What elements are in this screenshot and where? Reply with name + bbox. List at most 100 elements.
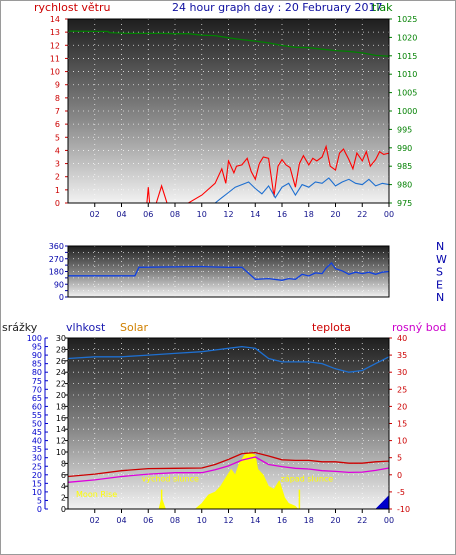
x-tick-label: 08 (170, 516, 180, 525)
y-tick-label: -5 (397, 488, 405, 497)
humidity-series (67, 345, 390, 373)
x-tick-label: 02 (90, 210, 100, 219)
y-tick-label: 5 (397, 454, 402, 463)
y-tick-label: 90 (54, 280, 64, 289)
humidity-axis-title: vlhkost (66, 321, 106, 334)
y-tick-label: 90 (32, 351, 42, 360)
y-tick-label: 40 (397, 334, 407, 343)
y-tick-label: 3 (55, 160, 60, 169)
y-tick-label: 80 (32, 368, 42, 377)
y-tick-label: 30 (56, 334, 66, 343)
y-tick-label: 20 (397, 402, 407, 411)
y-tick-label: 25 (32, 462, 42, 471)
x-tick-label: 18 (304, 210, 314, 219)
y-tick-label: 55 (32, 411, 42, 420)
moonrise-annotation: Moon Rise (76, 490, 117, 499)
y-tick-label: 20 (56, 391, 66, 400)
x-tick-label: 20 (330, 210, 340, 219)
y-tick-label: 10 (50, 68, 60, 77)
y-tick-label: 6 (55, 120, 60, 129)
x-tick-label: 08 (170, 210, 180, 219)
solar-axis-title: Solar (120, 321, 149, 334)
y-tick-label: 0 (55, 199, 60, 208)
y-tick-label: 0 (397, 471, 402, 480)
direction-plot-border (67, 245, 390, 298)
y-tick-label: 995 (397, 125, 412, 134)
y-tick-label: 4 (55, 146, 60, 155)
y-tick-label: 13 (50, 28, 60, 37)
y-tick-label: 1015 (397, 52, 417, 61)
y-tick-label: 65 (32, 394, 42, 403)
y-tick-label: 25 (397, 385, 407, 394)
y-tick-label: 2 (61, 494, 66, 503)
y-tick-label: 1010 (397, 70, 417, 79)
x-tick-label: 22 (357, 516, 367, 525)
x-tick-label: 14 (250, 516, 260, 525)
y-tick-label: 7 (55, 107, 60, 116)
wind-speed-axis-title: rychlost větru (34, 1, 110, 14)
y-tick-label: 85 (32, 360, 42, 369)
y-tick-label: 990 (397, 144, 412, 153)
y-tick-label: 16 (56, 414, 66, 423)
y-tick-label: 14 (56, 425, 66, 434)
y-tick-label: 35 (397, 351, 407, 360)
compass-e-label: E (436, 278, 443, 291)
y-tick-label: 270 (49, 255, 64, 264)
y-tick-label: 360 (49, 242, 64, 251)
y-tick-label: 30 (397, 368, 407, 377)
y-tick-label: 14 (50, 15, 60, 24)
y-tick-label: 18 (56, 402, 66, 411)
sunrise-annotation: východ slunce (142, 475, 199, 484)
x-tick-label: 02 (90, 516, 100, 525)
y-tick-label: 95 (32, 343, 42, 352)
y-tick-label: 2 (55, 173, 60, 182)
y-tick-label: 8 (55, 94, 60, 103)
y-tick-label: 40 (32, 437, 42, 446)
x-tick-label: 16 (277, 516, 287, 525)
y-tick-label: 10 (32, 488, 42, 497)
x-tick-label: 10 (197, 210, 207, 219)
direction-series (68, 262, 390, 281)
x-tick-label: 12 (223, 210, 233, 219)
x-tick-label: 22 (357, 210, 367, 219)
x-tick-label: 00 (384, 210, 394, 219)
pressure-series (67, 30, 390, 57)
y-tick-label: 9 (55, 81, 60, 90)
rain-axis-title: srážky (2, 321, 38, 334)
y-tick-label: 20 (32, 471, 42, 480)
y-tick-label: 1025 (397, 15, 417, 24)
y-tick-label: 1020 (397, 33, 417, 42)
y-tick-label: 180 (49, 268, 64, 277)
compass-s-label: S (436, 266, 443, 279)
y-tick-label: 15 (397, 420, 407, 429)
x-tick-label: 20 (330, 516, 340, 525)
y-tick-label: 70 (32, 385, 42, 394)
x-tick-label: 16 (277, 210, 287, 219)
y-tick-label: 45 (32, 428, 42, 437)
y-tick-label: 60 (32, 402, 42, 411)
dewpoint-axis-title: rosný bod (392, 321, 446, 334)
y-tick-label: 0 (37, 505, 42, 514)
y-tick-label: 10 (397, 437, 407, 446)
y-tick-label: 26 (56, 357, 66, 366)
y-tick-label: 5 (37, 496, 42, 505)
x-tick-label: 10 (197, 516, 207, 525)
y-tick-label: 0 (61, 505, 66, 514)
y-tick-label: 50 (32, 420, 42, 429)
y-tick-label: 15 (32, 479, 42, 488)
x-tick-label: 00 (384, 516, 394, 525)
y-tick-label: 10 (56, 448, 66, 457)
solar-series (68, 452, 389, 510)
wind_avg-series (68, 177, 390, 204)
y-tick-label: -10 (397, 505, 410, 514)
y-tick-label: 1000 (397, 107, 417, 116)
y-tick-label: 11 (50, 54, 60, 63)
y-tick-label: 35 (32, 445, 42, 454)
y-tick-label: 6 (61, 471, 66, 480)
compass-n-label: N (436, 291, 444, 304)
dewpoint-series (67, 456, 390, 483)
x-tick-label: 04 (116, 516, 126, 525)
y-tick-label: 5 (55, 133, 60, 142)
x-tick-label: 18 (304, 516, 314, 525)
